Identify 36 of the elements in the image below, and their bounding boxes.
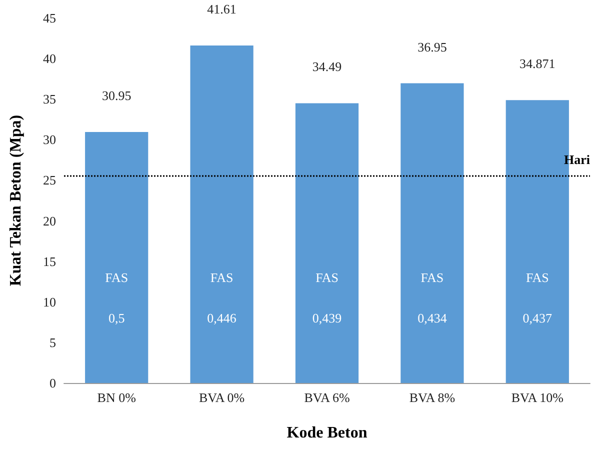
y-tick-label: 5 [50,334,56,350]
data-label: 41.61 [207,1,236,16]
annotation: FAS [420,270,444,286]
data-label: 30.95 [102,88,132,103]
bar [295,103,359,383]
y-axis-title: Kuat Tekan Beton (Mpa) [8,114,24,286]
annotation: FAS [210,270,234,286]
data-label: 36.95 [418,39,447,54]
data-label: 34.871 [520,56,556,72]
y-tick-label: 10 [43,294,56,310]
y-tick-label: 25 [43,172,56,188]
annotation: 0,5 [108,310,125,326]
y-tick-label: 20 [43,213,56,228]
bar [400,83,464,383]
x-tick-label: BVA 8% [409,390,456,405]
x-tick-label: BVA 10% [511,390,564,405]
x-axis-title: Kode Beton [286,424,368,442]
y-tick-label: 15 [43,254,56,269]
bar [85,132,148,383]
annotation: 0,437 [522,310,553,326]
annotation: FAS [526,270,549,286]
y-tick-label: 35 [43,92,56,107]
x-tick-label: BVA 6% [304,390,350,405]
bar [190,45,254,383]
x-tick-label: BN 0% [97,390,136,405]
annotation: 0,439 [312,310,342,326]
y-tick-label: 45 [43,10,56,26]
annotation: FAS [316,270,338,286]
annotation: FAS [105,270,128,286]
y-tick-label: 40 [43,51,56,66]
annotation: 0,434 [418,310,448,326]
y-tick-label: 0 [50,376,56,390]
data-label: 34.49 [312,59,342,74]
y-tick-label: 30 [43,132,56,148]
x-tick-label: BVA 0% [198,390,245,405]
annotation: 0,446 [207,310,237,326]
